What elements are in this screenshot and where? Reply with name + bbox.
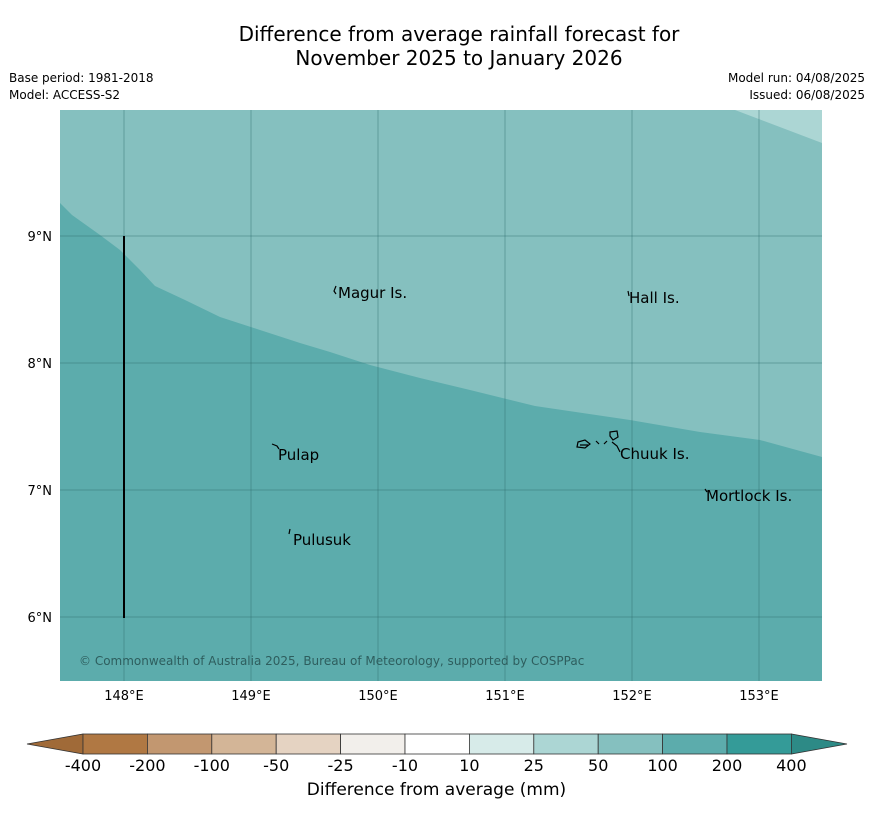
- gridlines: [60, 110, 822, 681]
- lat-tick-label: 6°N: [28, 611, 53, 626]
- colorbar-tick-label: 400: [776, 756, 807, 775]
- copyright-text: © Commonwealth of Australia 2025, Bureau…: [79, 654, 584, 668]
- colorbar-tick-label: -100: [194, 756, 230, 775]
- place-label: Hall Is.: [629, 289, 680, 307]
- colorbar-tick-label: 200: [712, 756, 743, 775]
- chart-title: Difference from average rainfall forecas…: [0, 22, 873, 70]
- colorbar-segment: [146, 733, 213, 755]
- place-label: Pulusuk: [293, 531, 351, 549]
- colorbar-tick-label: 10: [459, 756, 479, 775]
- colorbar-segment: [82, 733, 148, 755]
- chuuk-lagoon-shape: [576, 430, 621, 453]
- colorbar-segment: [340, 733, 406, 755]
- colorbar-tick-label: 50: [588, 756, 608, 775]
- colorbar-tick-label: 100: [647, 756, 678, 775]
- colorbar-segment: [597, 733, 664, 755]
- colorbar-segment: [726, 733, 792, 755]
- issued-date: Issued: 06/08/2025: [749, 88, 865, 102]
- colorbar-segment: [533, 733, 599, 755]
- island-shapes: [271, 285, 708, 535]
- colorbar-label: Difference from average (mm): [306, 780, 567, 800]
- colorbar-tick-label: -50: [263, 756, 289, 775]
- lon-tick-label: 152°E: [612, 689, 652, 704]
- colorbar-tick-label: 25: [524, 756, 544, 775]
- colorbar-tick-label: -400: [65, 756, 101, 775]
- magur-island-shape: [333, 285, 337, 295]
- place-label: Mortlock Is.: [706, 487, 792, 505]
- place-label: Chuuk Is.: [620, 445, 689, 463]
- mortlock-island-shape: [704, 488, 708, 493]
- place-labels: Magur Is. Hall Is. Pulap Chuuk Is. Mortlock …: [278, 284, 792, 549]
- model-run: Model run: 04/08/2025: [727, 71, 865, 85]
- colorbar-under-arrow: [26, 733, 84, 755]
- hall-island-shape: [627, 290, 630, 297]
- lat-tick-label: 9°N: [28, 230, 53, 245]
- place-label: Pulap: [278, 446, 319, 464]
- colorbar-tick-label: -10: [392, 756, 418, 775]
- place-label: Magur Is.: [338, 284, 407, 302]
- colorbar-tick-label: -200: [129, 756, 165, 775]
- colorbar-over-arrow: [791, 733, 848, 755]
- lon-tick-label: 153°E: [739, 689, 779, 704]
- title-line-2: November 2025 to January 2026: [295, 46, 623, 70]
- lat-tick-label: 8°N: [28, 357, 53, 372]
- colorbar-segment: [662, 733, 728, 755]
- lon-tick-label: 149°E: [231, 689, 271, 704]
- pulusuk-island-shape: [288, 528, 291, 535]
- colorbar-segment: [275, 733, 342, 755]
- region-25-50: [735, 110, 822, 143]
- colorbar-segment: [468, 733, 535, 755]
- base-period: Base period: 1981-2018: [9, 71, 154, 85]
- meta-left: Base period: 1981-2018 Model: ACCESS-S2: [9, 70, 154, 104]
- colorbar-segment: [211, 733, 277, 755]
- lat-axis: 9°N 8°N 7°N 6°N: [28, 230, 53, 626]
- colorbar-ticks: -400 -200 -100 -50 -25 -10 10 25 50 100 200 400: [65, 756, 807, 775]
- colorbar-tick-label: -25: [328, 756, 354, 775]
- lon-tick-label: 148°E: [104, 689, 144, 704]
- colorbar: [26, 733, 848, 755]
- colorbar-segment: [404, 733, 470, 755]
- map-panel: [60, 110, 822, 681]
- model-name: Model: ACCESS-S2: [9, 88, 121, 102]
- title-line-1: Difference from average rainfall forecas…: [238, 22, 680, 46]
- lon-tick-label: 150°E: [358, 689, 398, 704]
- region-100-200: [60, 203, 822, 681]
- lon-axis: 148°E 149°E 150°E 151°E 152°E 153°E: [104, 689, 779, 704]
- lat-tick-label: 7°N: [28, 484, 53, 499]
- pulap-island-shape: [271, 443, 280, 450]
- lon-tick-label: 151°E: [485, 689, 525, 704]
- meta-right: Model run: 04/08/2025 Issued: 06/08/2025: [728, 70, 865, 104]
